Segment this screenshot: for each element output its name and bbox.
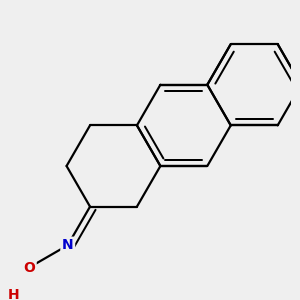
Text: N: N — [62, 238, 74, 252]
Text: H: H — [8, 287, 20, 300]
Text: O: O — [23, 260, 35, 274]
